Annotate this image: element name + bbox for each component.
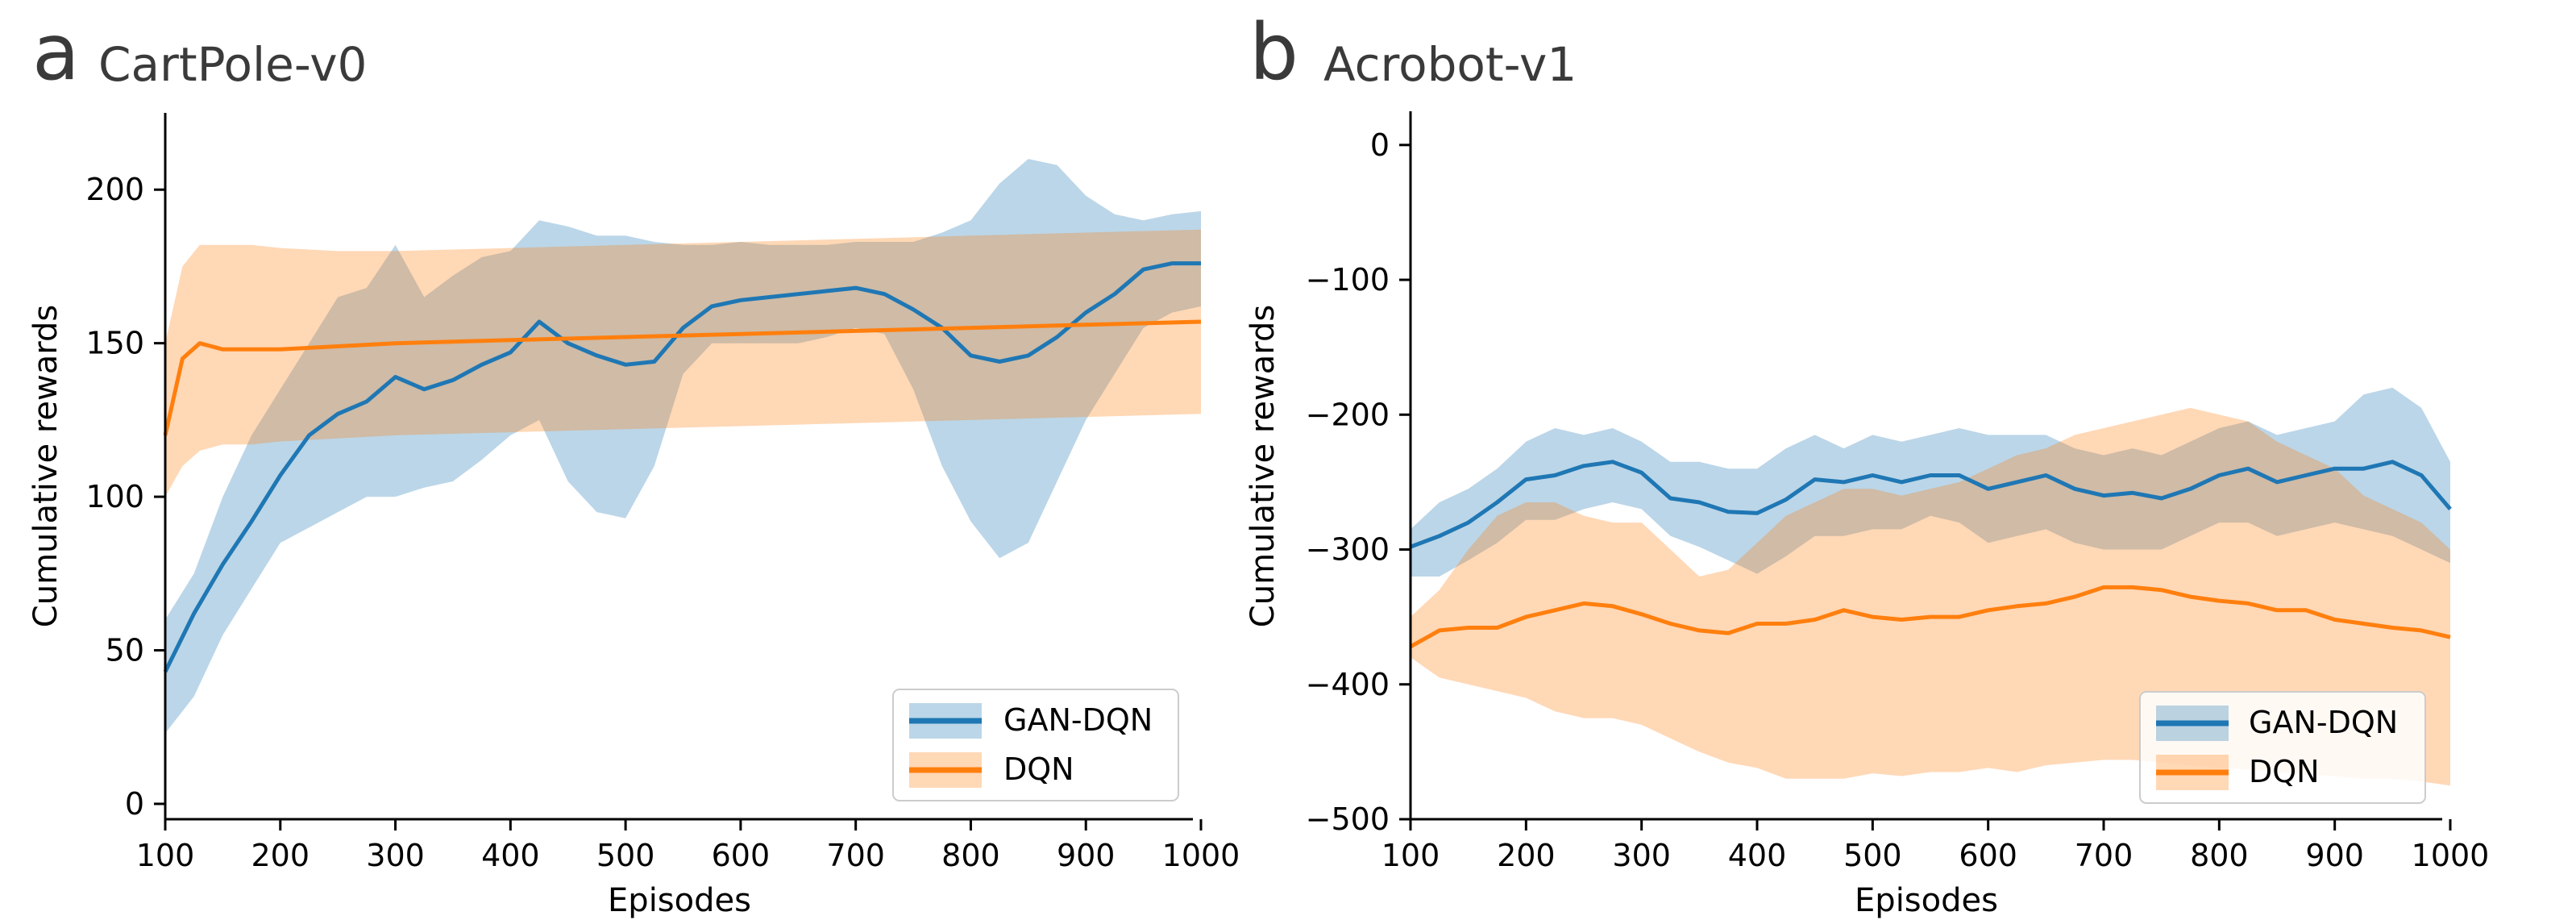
panel-a-title: CartPole-v0 — [98, 37, 367, 92]
panel-b-y-ticks: 0 −100 −200 −300 −400 −500 — [1306, 127, 1411, 837]
panel-a-x-tick-label: 400 — [481, 838, 540, 873]
panel-b-y-label: Cumulative rewards — [1244, 305, 1282, 627]
panel-b-gan-dqn-line — [1410, 460, 2452, 549]
panel-b-acrobot: b Acrobot-v1 100 200 300 400 500 600 700 800 900… — [1244, 7, 2489, 919]
panel-b-lines — [1409, 460, 2452, 649]
panel-a-x-tick-label: 200 — [251, 838, 310, 873]
panel-b-y-tick-label: 0 — [1370, 127, 1390, 163]
panel-b-dqn-line — [1409, 585, 2451, 649]
panel-a-y-tick-label: 200 — [85, 172, 144, 207]
panel-a-x-tick-label: 500 — [596, 838, 655, 873]
panel-a-dqn-line — [163, 319, 1202, 436]
panel-a-cartpole: a CartPole-v0 100 200 300 400 500 600 700 800 90… — [27, 7, 1240, 919]
panel-b-x-tick-label: 500 — [1843, 838, 1902, 873]
panel-b-x-tick-label: 1000 — [2412, 838, 2490, 873]
panel-b-y-tick-label: −500 — [1306, 801, 1390, 837]
panel-a-legend: GAN-DQN DQN — [892, 689, 1179, 801]
panel-a-x-tick-label: 1000 — [1162, 838, 1240, 873]
panel-a-dqn-band — [165, 229, 1201, 497]
legend-b-dqn-label: DQN — [2249, 754, 2320, 789]
panel-a-x-tick-label: 300 — [366, 838, 425, 873]
panel-b-x-tick-label: 700 — [2075, 838, 2134, 873]
panel-b-gan-dqn-band — [1411, 387, 2450, 577]
panel-a-y-tick-label: 0 — [125, 786, 144, 822]
panel-b-y-tick-label: −200 — [1306, 397, 1390, 432]
panel-a-letter: a — [32, 7, 80, 98]
panel-a-y-tick-label: 150 — [85, 326, 144, 361]
panel-a-y-tick-label: 50 — [106, 633, 144, 668]
panel-b-x-label: Episodes — [1855, 882, 1998, 919]
panel-a-x-ticks: 100 200 300 400 500 600 700 800 900 1000 — [136, 819, 1240, 873]
panel-a-bands — [165, 159, 1201, 734]
panel-b-title: Acrobot-v1 — [1323, 37, 1577, 92]
legend-a-gan-dqn-label: GAN-DQN — [1003, 702, 1153, 738]
panel-a-y-label: Cumulative rewards — [27, 305, 64, 627]
panel-b-x-tick-label: 300 — [1612, 838, 1671, 873]
panel-b-letter: b — [1249, 7, 1298, 98]
panel-a-lines — [163, 261, 1202, 673]
panel-b-x-tick-label: 400 — [1728, 838, 1787, 873]
panel-b-y-tick-label: −300 — [1306, 532, 1390, 568]
legend-b-gan-dqn-label: GAN-DQN — [2249, 705, 2398, 740]
panel-a-gan-dqn-line — [163, 261, 1201, 673]
panel-b-y-tick-label: −100 — [1306, 262, 1390, 298]
panel-b-x-ticks: 100 200 300 400 500 600 700 800 900 1000 — [1381, 819, 2490, 873]
panel-a-x-label: Episodes — [608, 882, 751, 919]
panel-a-x-tick-label: 900 — [1057, 838, 1116, 873]
legend-a-dqn-label: DQN — [1003, 751, 1074, 787]
panel-b-x-tick-label: 600 — [1959, 838, 2017, 873]
panel-a-x-tick-label: 100 — [136, 838, 195, 873]
panel-b-legend: GAN-DQN DQN — [2139, 691, 2426, 804]
panel-a-x-tick-label: 700 — [826, 838, 885, 873]
panel-a-y-tick-label: 100 — [85, 479, 144, 514]
panel-a-x-tick-label: 600 — [712, 838, 771, 873]
panel-b-x-tick-label: 800 — [2190, 838, 2249, 873]
panel-a-x-tick-label: 800 — [941, 838, 1000, 873]
panel-b-x-tick-label: 200 — [1497, 838, 1556, 873]
panel-b-x-tick-label: 100 — [1381, 838, 1440, 873]
panel-a-y-ticks: 0 50 100 150 200 — [85, 172, 165, 822]
panel-b-y-tick-label: −400 — [1306, 667, 1390, 702]
panel-a-gan-dqn-band — [165, 159, 1201, 734]
panel-b-x-tick-label: 900 — [2305, 838, 2364, 873]
